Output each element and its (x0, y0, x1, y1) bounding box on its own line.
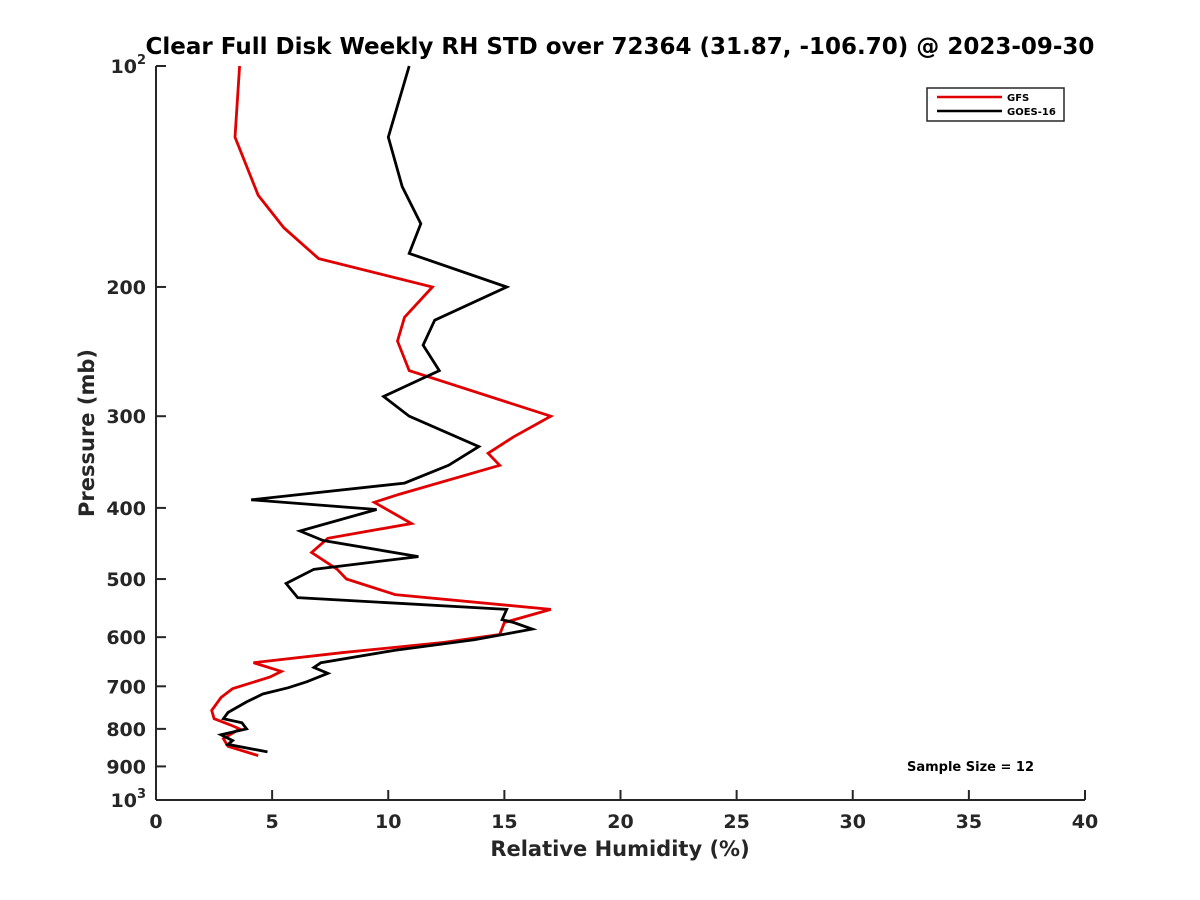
plot-area: 0 5 10 15 20 25 30 35 40 102 200 300 400 500 600 700 80… (106, 53, 1098, 833)
x-tick-label: 10 (375, 811, 401, 833)
x-ticks: 0 5 10 15 20 25 30 35 40 (149, 790, 1098, 833)
y-ticks: 102 200 300 400 500 600 700 800 900 103 (106, 53, 166, 812)
x-tick-label: 35 (956, 811, 982, 833)
legend: GFS GOES-16 (926, 87, 1065, 122)
y-tick-label: 102 (111, 53, 147, 78)
legend-box (926, 87, 1065, 122)
x-tick-label: 25 (723, 811, 749, 833)
x-tick-label: 0 (149, 811, 162, 833)
x-tick-label: 40 (1072, 811, 1098, 833)
x-tick-label: 5 (266, 811, 279, 833)
x-tick-label: 15 (491, 811, 517, 833)
series-layer (210, 65, 555, 757)
y-tick-label: 600 (106, 627, 146, 649)
y-tick-label: 300 (106, 406, 146, 428)
series-line-goes-16 (216, 65, 538, 754)
x-tick-label: 20 (607, 811, 633, 833)
y-tick-label: 700 (106, 676, 146, 698)
y-tick-label: 200 (106, 277, 146, 299)
series-line-gfs (210, 65, 555, 757)
y-tick-label: 800 (106, 719, 146, 741)
legend-label-gfs: GFS (1007, 93, 1029, 104)
y-tick-label: 900 (106, 756, 146, 778)
legend-label-goes-16: GOES-16 (1007, 107, 1056, 118)
y-tick-label: 103 (111, 787, 147, 812)
y-tick-label: 500 (106, 569, 146, 591)
y-axis-label: Pressure (mb) (75, 349, 99, 517)
y-tick-label: 400 (106, 498, 146, 520)
x-axis-label: Relative Humidity (%) (490, 837, 749, 861)
sample-size-annotation: Sample Size = 12 (907, 760, 1034, 775)
chart-title: Clear Full Disk Weekly RH STD over 72364… (146, 34, 1095, 60)
x-tick-label: 30 (840, 811, 866, 833)
